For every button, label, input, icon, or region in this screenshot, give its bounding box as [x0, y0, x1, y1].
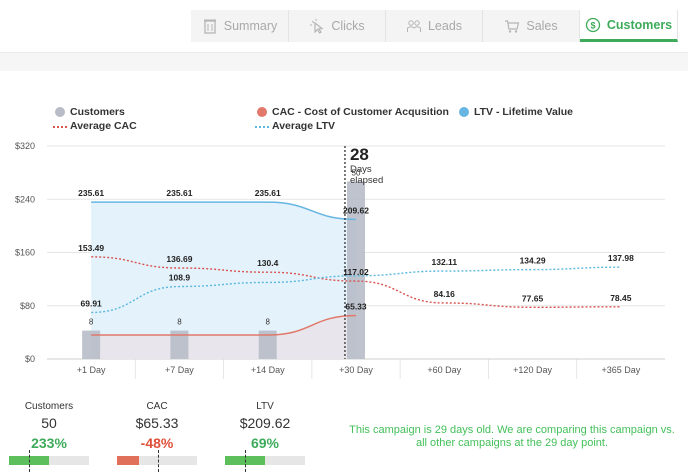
tab-summary[interactable]: Summary: [191, 10, 289, 42]
customers-bar: [347, 181, 365, 359]
legend-swatch: [459, 107, 469, 117]
kpi-customers: Customers 50 233%: [4, 400, 94, 472]
top-bar: Summary Clicks Leads Sales $ Customers: [0, 0, 688, 52]
legend-swatch: [55, 107, 65, 117]
y-tick-label: $160: [15, 248, 35, 258]
dollar-coin-icon: $: [585, 17, 600, 32]
average-cac-data-label: 136.69: [166, 254, 192, 264]
average-ltv-data-label: 134.29: [520, 256, 546, 266]
kpi-label: CAC: [146, 401, 168, 412]
customers-chart: $0 $80 $160 $240 $320 +1 Day +7 Day +14 Day +30 …: [15, 141, 665, 379]
kpi-percent: 69%: [250, 435, 280, 451]
x-tick-label: +14 Day: [251, 365, 285, 375]
customers-bar: [170, 330, 189, 359]
kpi-progress-bar: [117, 450, 197, 472]
y-tick-label: $320: [15, 141, 35, 151]
tab-summary-label: Summary: [223, 19, 278, 33]
kpi-value: $65.33: [135, 415, 179, 431]
x-tick-label: +120 Day: [513, 365, 552, 375]
average-ltv-line: [91, 266, 621, 314]
customers-bar: [258, 330, 277, 359]
tab-customers-label: Customers: [606, 17, 673, 32]
elapsed-days: 28: [350, 145, 369, 164]
ltv-data-label: 235.61: [78, 188, 104, 198]
kpi-percent: 233%: [31, 435, 67, 451]
cart-icon: [505, 20, 520, 33]
kpi-percent: -48%: [140, 435, 174, 451]
ltv-data-label: 235.61: [255, 188, 281, 198]
kpi-value: $209.62: [239, 415, 291, 431]
ltv-area: [91, 202, 357, 359]
customers-data-label: 8: [177, 318, 182, 327]
legend-label: Average CAC: [70, 120, 137, 132]
tab-sales[interactable]: Sales: [483, 10, 580, 42]
tab-customers[interactable]: $ Customers: [580, 10, 678, 42]
svg-text:$: $: [590, 20, 595, 30]
ltv-data-label: 235.61: [166, 188, 192, 198]
cac-data-label: 65.33: [345, 302, 367, 312]
x-tick-label: +365 Day: [601, 365, 640, 375]
kpi-benchmark-marker: [29, 450, 30, 472]
kpi-benchmark-marker: [158, 450, 159, 472]
divider-band: [0, 52, 688, 71]
customers-data-label: 50: [352, 169, 361, 178]
ltv-line: [91, 201, 357, 221]
average-cac-data-label: 117.02: [343, 267, 369, 277]
tab-bar: Summary Clicks Leads Sales $ Customers: [191, 10, 678, 42]
x-tick-label: +1 Day: [77, 365, 106, 375]
legend-label: CAC - Cost of Customer Acqusition: [272, 106, 449, 118]
x-tick-label: +30 Day: [339, 365, 373, 375]
customers-data-label: 8: [89, 318, 94, 327]
legend-label: Average LTV: [272, 120, 336, 132]
building-icon: [203, 19, 216, 34]
kpi-section: Customers 50 233% CAC $65.33 -48% LTV $2…: [0, 400, 688, 476]
kpi-label: Customers: [24, 401, 74, 412]
tab-clicks[interactable]: Clicks: [289, 10, 386, 42]
customers-data-label: 8: [265, 318, 270, 327]
average-ltv-data-label: 137.98: [608, 253, 634, 263]
legend-label: LTV - Lifetime Value: [474, 106, 573, 118]
cac-line: [91, 314, 357, 336]
kpi-progress-bar: [225, 450, 305, 472]
tab-clicks-label: Clicks: [331, 19, 365, 33]
y-tick-label: $0: [25, 354, 35, 364]
average-cac-data-label: 84.16: [434, 289, 456, 299]
kpi-value: 50: [41, 415, 57, 431]
kpi-label: LTV: [256, 401, 274, 412]
y-tick-label: $240: [15, 194, 35, 204]
average-cac-line: [91, 256, 621, 309]
elapsed-label: Days: [350, 164, 372, 175]
average-cac-data-label: 77.65: [522, 293, 544, 303]
tab-sales-label: Sales: [526, 19, 558, 33]
average-cac-data-label: 153.49: [78, 243, 104, 253]
average-ltv-data-label: 108.9: [169, 273, 191, 283]
ltv-data-label: 209.62: [343, 205, 369, 215]
campaign-note: This campaign is 29 days old. We are com…: [349, 424, 675, 449]
kpi-ltv: LTV $209.62 69%: [220, 400, 310, 472]
elapsed-label: elapsed: [350, 175, 383, 186]
tab-leads[interactable]: Leads: [386, 10, 483, 42]
kpi-benchmark-marker: [245, 450, 246, 472]
tab-leads-label: Leads: [427, 19, 463, 33]
x-tick-label: +7 Day: [165, 365, 194, 375]
y-tick-label: $80: [20, 301, 35, 311]
kpi-cac: CAC $65.33 -48%: [112, 400, 202, 472]
cac-area: [91, 315, 357, 359]
average-cac-data-label: 78.45: [610, 293, 632, 303]
average-ltv-data-label: 69.91: [81, 298, 103, 308]
average-ltv-data-label: 132.11: [432, 257, 458, 267]
customers-bar: [82, 330, 101, 359]
average-cac-data-label: 130.4: [257, 258, 279, 268]
cursor-click-icon: [310, 19, 324, 34]
legend-swatch: [255, 126, 269, 128]
x-tick-label: +60 Day: [427, 365, 461, 375]
legend-label: Customers: [70, 106, 125, 118]
kpi-progress-bar: [9, 450, 89, 472]
kpi-progress-fill: [117, 456, 140, 465]
legend-swatch: [257, 107, 267, 117]
people-icon: [406, 20, 421, 32]
legend-swatch: [53, 126, 67, 128]
